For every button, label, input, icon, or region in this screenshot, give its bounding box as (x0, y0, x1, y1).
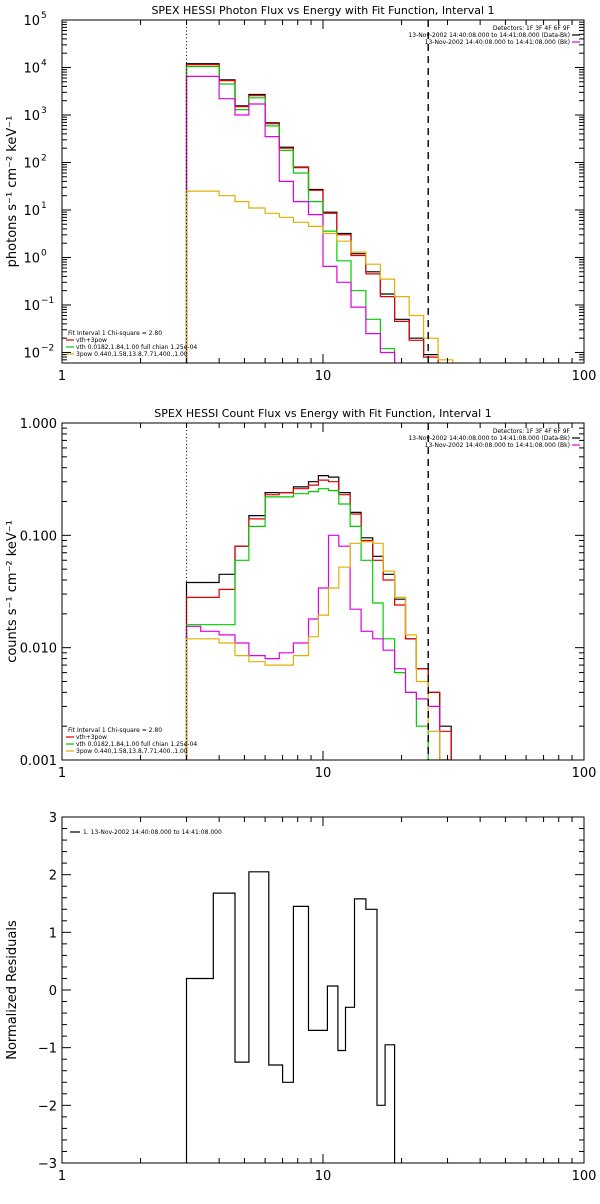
legend-top-right-entry: 13-Nov-2002 14:40:08.000 to 14:41:08.000… (408, 32, 570, 39)
legend-bottom-left-entry: Fit Interval 1 Chi-square = 2.80 (68, 727, 162, 734)
y-tick-exponent: −1 (41, 296, 54, 306)
legend-bottom-left-entry: Fit Interval 1 Chi-square = 2.80 (68, 330, 162, 337)
y-tick-label: 10 (23, 61, 40, 76)
series-group (185, 63, 454, 363)
y-tick-label: 10 (23, 109, 40, 124)
y-axis-label: photons s⁻¹ cm⁻² keV⁻¹ (5, 116, 20, 268)
y-tick-base: 10 (23, 14, 40, 29)
x-tick-label: 1 (58, 1169, 66, 1184)
y-tick-base: 10 (23, 61, 40, 76)
series-line-4 (185, 190, 454, 363)
chart-title: SPEX HESSI Count Flux vs Energy with Fit… (154, 407, 491, 420)
x-tick-label: 10 (315, 369, 332, 384)
y-tick-label: 0.001 (20, 754, 57, 769)
y-tick-exponent: −2 (41, 343, 54, 353)
legend-top-right-entry: 13-Nov-2002 14:40:08.000 to 14:41:08.000… (408, 435, 570, 442)
y-tick-label: 10 (23, 299, 40, 314)
legend-top-right-entry: 13-Nov-2002 14:40:08.000 to 14:41:08.000… (425, 442, 570, 449)
series-line-2 (185, 65, 396, 363)
y-tick-label: 0.100 (20, 529, 57, 544)
legend-top-left-entry: 1. 13-Nov-2002 14:40:08.000 to 14:41:08.… (83, 829, 222, 836)
x-tick-label: 10 (315, 1169, 332, 1184)
legend-bottom-left-entry: vth 0.0182,1.84,1.00 full chian 1.25e-04 (76, 344, 197, 351)
y-tick-exponent: 4 (41, 58, 47, 68)
legend-top-right-entry: Detectors: 1F 3F 4F 6F 9F (493, 25, 571, 32)
y-tick-label: 10 (23, 251, 40, 266)
x-tick-label: 1 (58, 766, 66, 781)
legend-bottom-left-entry: vth 0.0182,1.84,1.00 full chian 1.25e-04 (76, 741, 197, 748)
y-tick-label: 3 (49, 811, 57, 826)
y-tick-label: 2 (49, 869, 57, 884)
y-tick-label: 10 (23, 204, 40, 219)
y-tick-base: 10 (23, 204, 40, 219)
y-tick-base: 10 (23, 299, 40, 314)
series-line-3 (185, 534, 452, 760)
legend-bottom-left-entry: vth+3pow (76, 337, 107, 344)
y-tick-label: 1 (49, 926, 57, 941)
series-line-3 (185, 75, 396, 363)
y-tick-base: 10 (23, 251, 40, 266)
y-tick-exponent: 1 (41, 201, 47, 211)
y-tick-label: 0.010 (20, 642, 57, 657)
y-axis-label: Normalized Residuals (5, 920, 20, 1060)
y-tick-exponent: 3 (41, 106, 47, 116)
y-axis-label: counts s⁻¹ cm⁻² keV⁻¹ (5, 520, 20, 663)
x-tick-label: 100 (572, 766, 597, 781)
y-tick-label: −2 (38, 1099, 57, 1114)
series-line-0 (185, 63, 439, 363)
x-tick-label: 1 (58, 369, 66, 384)
y-tick-base: 10 (23, 109, 40, 124)
plot-photon: SPEX HESSI Photon Flux vs Energy with Fi… (5, 4, 596, 384)
legend-top-right-entry: Detectors: 1F 3F 4F 6F 9F (493, 428, 571, 435)
y-tick-exponent: 0 (41, 248, 47, 258)
series-group (185, 871, 396, 1163)
y-tick-label: −3 (38, 1157, 57, 1172)
y-tick-label: 1.000 (20, 417, 57, 432)
plot-frame (61, 422, 585, 761)
y-tick-label: −1 (38, 1042, 57, 1057)
y-tick-base: 10 (23, 156, 40, 171)
x-tick-label: 100 (572, 1169, 597, 1184)
legend-bottom-left-entry: 3pow 0.440,1.58,13.8,7.71,400.,1.00 (76, 748, 188, 755)
y-tick-label: 0 (49, 984, 57, 999)
series-group (185, 475, 452, 760)
series-line-0 (185, 871, 396, 1163)
plot-count: SPEX HESSI Count Flux vs Energy with Fit… (5, 407, 596, 781)
legend-bottom-left-entry: 3pow 0.440,1.58,13.8,7.71,400.,1.00 (76, 351, 188, 358)
legend-bottom-left-entry: vth+3pow (76, 734, 107, 741)
y-tick-label: 10 (23, 14, 40, 29)
series-line-4 (185, 541, 452, 760)
y-tick-base: 10 (23, 346, 40, 361)
series-line-1 (185, 63, 439, 363)
y-tick-label: 10 (23, 156, 40, 171)
legend-top-right-entry: 13-Nov-2002 14:40:08.000 to 14:41:08.000… (425, 39, 570, 46)
x-tick-label: 10 (315, 766, 332, 781)
plot-resid: Normalized Residuals 1 10 100 −3 −2 −1 0 1 2 3 1. 1… (5, 811, 596, 1184)
y-tick-exponent: 5 (41, 11, 47, 21)
y-tick-label: 10 (23, 346, 40, 361)
y-tick-exponent: 2 (41, 153, 47, 163)
plot-frame (61, 816, 585, 1164)
x-tick-label: 100 (572, 369, 597, 384)
chart-title: SPEX HESSI Photon Flux vs Energy with Fi… (151, 4, 494, 17)
